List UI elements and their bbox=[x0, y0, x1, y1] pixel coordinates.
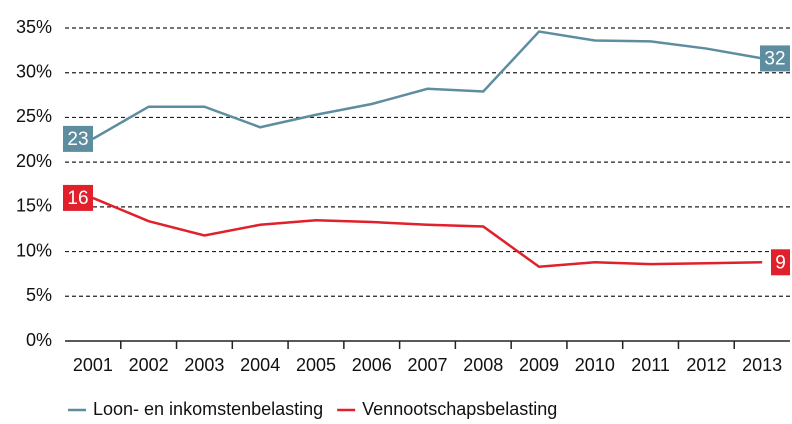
x-tick-label: 2001 bbox=[73, 355, 113, 375]
x-tick-label: 2011 bbox=[631, 355, 670, 375]
x-tick-label: 2008 bbox=[463, 355, 503, 375]
y-tick-label: 15% bbox=[16, 196, 52, 216]
value-label: 9 bbox=[775, 252, 786, 273]
value-label: 32 bbox=[764, 48, 785, 69]
series-line bbox=[92, 196, 763, 269]
x-tick-label: 2002 bbox=[129, 355, 169, 375]
value-label: 16 bbox=[67, 188, 88, 209]
series-line bbox=[92, 30, 763, 140]
y-tick-label: 20% bbox=[16, 151, 52, 171]
value-label-box bbox=[760, 45, 790, 72]
x-tick-label: 2004 bbox=[240, 355, 280, 375]
y-tick-label: 30% bbox=[16, 61, 52, 81]
value-label: 23 bbox=[67, 129, 88, 150]
legend-label: Vennootschapsbelasting bbox=[362, 399, 557, 419]
value-label-box bbox=[771, 249, 790, 276]
legend-label: Loon- en inkomstenbelasting bbox=[93, 399, 323, 419]
x-tick-label: 2006 bbox=[352, 355, 392, 375]
value-label-box bbox=[63, 184, 93, 211]
y-tick-label: 35% bbox=[16, 17, 52, 37]
x-tick-label: 2003 bbox=[184, 355, 224, 375]
y-tick-label: 5% bbox=[26, 285, 52, 305]
x-tick-label: 2013 bbox=[742, 355, 782, 375]
value-label-box bbox=[63, 125, 93, 152]
x-tick-label: 2012 bbox=[686, 355, 726, 375]
x-tick-label: 2005 bbox=[296, 355, 336, 375]
x-tick-label: 2009 bbox=[519, 355, 559, 375]
x-tick-label: 2007 bbox=[407, 355, 447, 375]
x-tick-label: 2010 bbox=[575, 355, 615, 375]
y-tick-label: 25% bbox=[16, 106, 52, 126]
y-tick-label: 10% bbox=[16, 240, 52, 260]
y-tick-label: 0% bbox=[26, 330, 52, 350]
